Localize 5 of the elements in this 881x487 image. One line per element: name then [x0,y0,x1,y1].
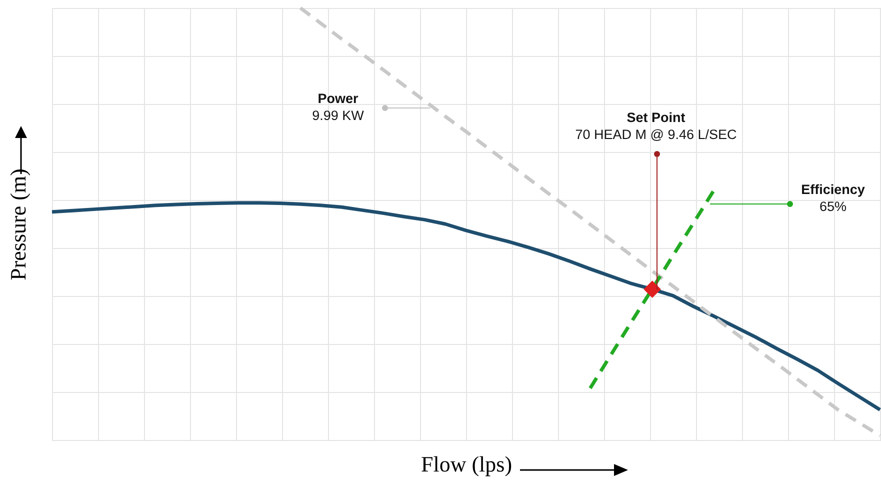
annotation: Power 9.99 KW [312,90,364,123]
x-axis-title: Flow (lps) [420,452,512,476]
annotation: Efficiency 65% [801,181,865,214]
y-axis-title: Pressure (m) [6,168,30,280]
annotation: Set Point 70 HEAD M @ 9.46 L/SEC [575,109,737,142]
